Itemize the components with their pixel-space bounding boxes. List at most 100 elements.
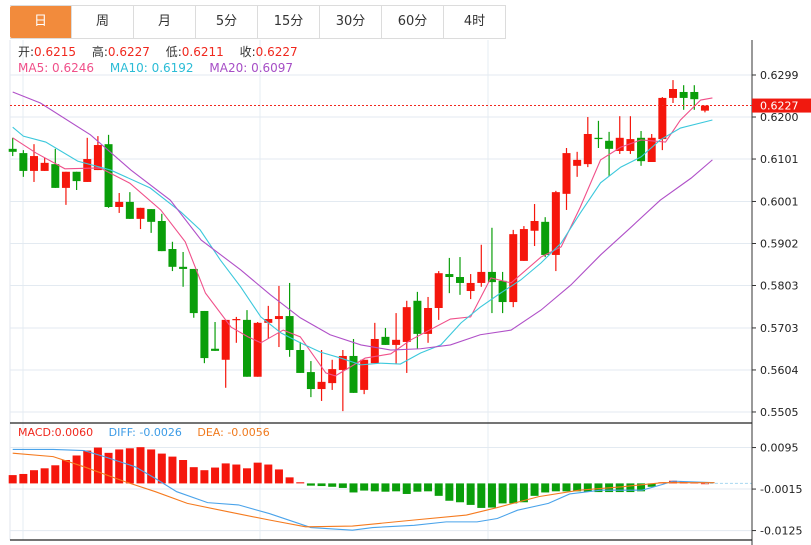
candle-body <box>168 249 177 267</box>
macd-bar <box>487 483 496 508</box>
candle[interactable] <box>296 341 305 373</box>
macd-bar <box>381 483 390 492</box>
candle-body <box>370 338 379 364</box>
candle[interactable] <box>19 150 28 177</box>
ma10-legend: MA10: 0.6192 <box>109 61 194 75</box>
candle[interactable] <box>338 350 347 412</box>
candle[interactable] <box>179 251 188 287</box>
candle[interactable] <box>136 207 145 230</box>
candle[interactable] <box>104 134 113 208</box>
candle[interactable] <box>243 310 251 377</box>
macd-bar <box>477 483 486 508</box>
tab-60min[interactable]: 60分 <box>382 6 444 38</box>
candle[interactable] <box>551 190 560 272</box>
tab-5min[interactable]: 5分 <box>196 6 258 38</box>
tab-day[interactable]: 日 <box>10 6 72 38</box>
candle[interactable] <box>253 322 262 377</box>
candle[interactable] <box>445 257 454 294</box>
candle[interactable] <box>115 192 124 213</box>
macd-bar <box>541 483 550 493</box>
candle[interactable] <box>583 117 592 168</box>
candle-body <box>626 139 635 151</box>
candle-body <box>605 140 614 149</box>
candle-body <box>211 348 220 351</box>
tab-30min[interactable]: 30分 <box>320 6 382 38</box>
candle-body <box>658 97 667 140</box>
macd-bar <box>104 452 113 484</box>
candle[interactable] <box>72 171 81 191</box>
candle[interactable] <box>285 282 294 357</box>
macd-bar <box>317 483 326 487</box>
close-label: 收: <box>239 45 256 59</box>
tab-4hour[interactable]: 4时 <box>444 6 506 38</box>
macd-bar <box>296 482 305 484</box>
candle-body <box>274 316 283 320</box>
candle[interactable] <box>594 120 603 148</box>
current-price-label: 0.6227 <box>760 100 799 113</box>
candle[interactable] <box>413 291 422 349</box>
candle[interactable] <box>147 209 156 233</box>
macd-bar <box>157 453 166 484</box>
candle[interactable] <box>487 227 496 314</box>
candle-body <box>445 274 454 278</box>
candle[interactable] <box>509 229 518 308</box>
candle[interactable] <box>317 350 326 401</box>
candle[interactable] <box>51 148 60 188</box>
candle[interactable] <box>157 213 166 252</box>
candle[interactable] <box>456 257 464 295</box>
candle[interactable] <box>424 296 433 343</box>
candle-body <box>541 221 550 255</box>
candle-body <box>328 369 337 384</box>
candle-body <box>637 137 646 162</box>
candle[interactable] <box>360 359 369 395</box>
candle[interactable] <box>669 80 677 104</box>
candle-body <box>61 171 70 188</box>
candle-body <box>551 192 560 255</box>
tab-week[interactable]: 周 <box>72 6 134 38</box>
candle[interactable] <box>477 244 486 287</box>
macd-bar <box>551 483 560 492</box>
candle[interactable] <box>541 217 550 258</box>
candle[interactable] <box>200 310 209 364</box>
ohlc-legend: 开:0.6215 高:0.6227 低:0.6211 收:0.6227 MA5:… <box>18 44 298 76</box>
candle[interactable] <box>562 147 571 210</box>
candle[interactable] <box>519 226 528 261</box>
candle[interactable] <box>498 271 507 314</box>
candle[interactable] <box>637 131 646 166</box>
candle[interactable] <box>189 268 198 318</box>
candle-body <box>583 133 592 165</box>
candle[interactable] <box>211 322 220 351</box>
candle-body <box>221 319 230 360</box>
candle[interactable] <box>626 116 635 154</box>
ma5-line <box>12 97 713 377</box>
candle[interactable] <box>573 151 582 177</box>
candle[interactable] <box>466 274 475 300</box>
tab-15min[interactable]: 15分 <box>258 6 320 38</box>
candle-body <box>573 159 582 166</box>
tab-month[interactable]: 月 <box>134 6 196 38</box>
candle[interactable] <box>679 85 688 110</box>
candle[interactable] <box>125 192 134 219</box>
candle[interactable] <box>530 204 539 247</box>
macd-bar <box>211 467 220 484</box>
macd-tick-label: 0.0095 <box>760 442 799 455</box>
macd-bar <box>445 483 454 501</box>
candle[interactable] <box>306 361 315 398</box>
macd-bar <box>338 483 347 488</box>
candle[interactable] <box>349 338 358 393</box>
candle[interactable] <box>274 285 283 348</box>
candle[interactable] <box>8 137 17 157</box>
candle[interactable] <box>700 105 709 113</box>
candle[interactable] <box>61 171 70 205</box>
candle-body <box>615 137 624 151</box>
candle[interactable] <box>83 137 92 182</box>
candle[interactable] <box>392 313 401 365</box>
candle[interactable] <box>221 319 230 388</box>
candle[interactable] <box>434 271 443 320</box>
candle[interactable] <box>40 157 49 171</box>
price-tick-label: 0.5803 <box>760 280 799 293</box>
candle[interactable] <box>381 327 390 345</box>
candle[interactable] <box>30 144 38 182</box>
candle[interactable] <box>168 241 177 272</box>
